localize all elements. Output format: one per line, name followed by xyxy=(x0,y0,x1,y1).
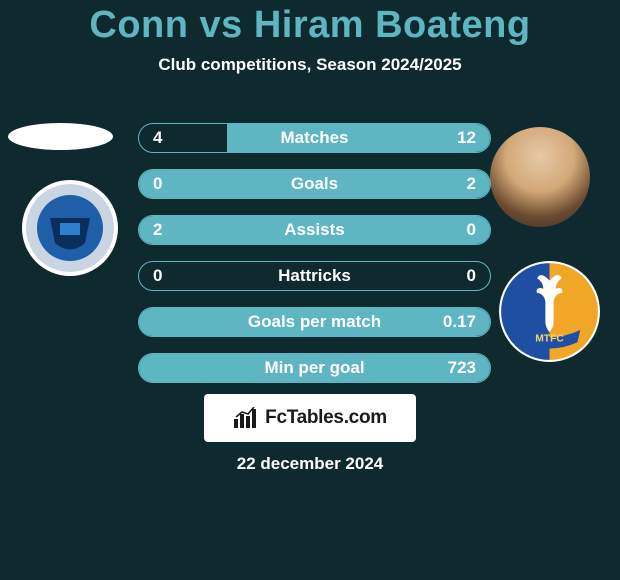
stat-right-value: 2 xyxy=(467,174,476,194)
stat-row-goals-per-match: Goals per match 0.17 xyxy=(138,307,491,337)
stat-row-hattricks: 0 Hattricks 0 xyxy=(138,261,491,291)
stat-label: Matches xyxy=(139,128,490,148)
stat-right-value: 0 xyxy=(467,266,476,286)
player-left-avatar xyxy=(8,123,113,150)
club-right-ribbon-text: MTFC xyxy=(535,333,564,344)
stat-row-matches: 4 Matches 12 xyxy=(138,123,491,153)
stat-label: Min per goal xyxy=(139,358,490,378)
player-right-avatar xyxy=(490,127,590,227)
stat-label: Assists xyxy=(139,220,490,240)
date-text: 22 december 2024 xyxy=(0,454,620,474)
stat-right-value: 0 xyxy=(467,220,476,240)
club-right-badge: MTFC xyxy=(498,260,601,363)
stat-label: Hattricks xyxy=(139,266,490,286)
stat-label: Goals per match xyxy=(139,312,490,332)
stat-label: Goals xyxy=(139,174,490,194)
stat-row-assists: 2 Assists 0 xyxy=(138,215,491,245)
stat-row-goals: 0 Goals 2 xyxy=(138,169,491,199)
brand-text: FcTables.com xyxy=(265,407,387,429)
stat-right-value: 12 xyxy=(457,128,476,148)
page-subtitle: Club competitions, Season 2024/2025 xyxy=(0,55,620,75)
brand-badge: FcTables.com xyxy=(204,394,416,442)
stat-right-value: 0.17 xyxy=(443,312,476,332)
club-left-badge xyxy=(20,178,120,278)
chart-bars-icon xyxy=(233,407,259,429)
page-title: Conn vs Hiram Boateng xyxy=(0,0,620,47)
stat-right-value: 723 xyxy=(448,358,476,378)
stat-row-min-per-goal: Min per goal 723 xyxy=(138,353,491,383)
stats-container: 4 Matches 12 0 Goals 2 2 Assists 0 0 Hat… xyxy=(138,123,491,399)
